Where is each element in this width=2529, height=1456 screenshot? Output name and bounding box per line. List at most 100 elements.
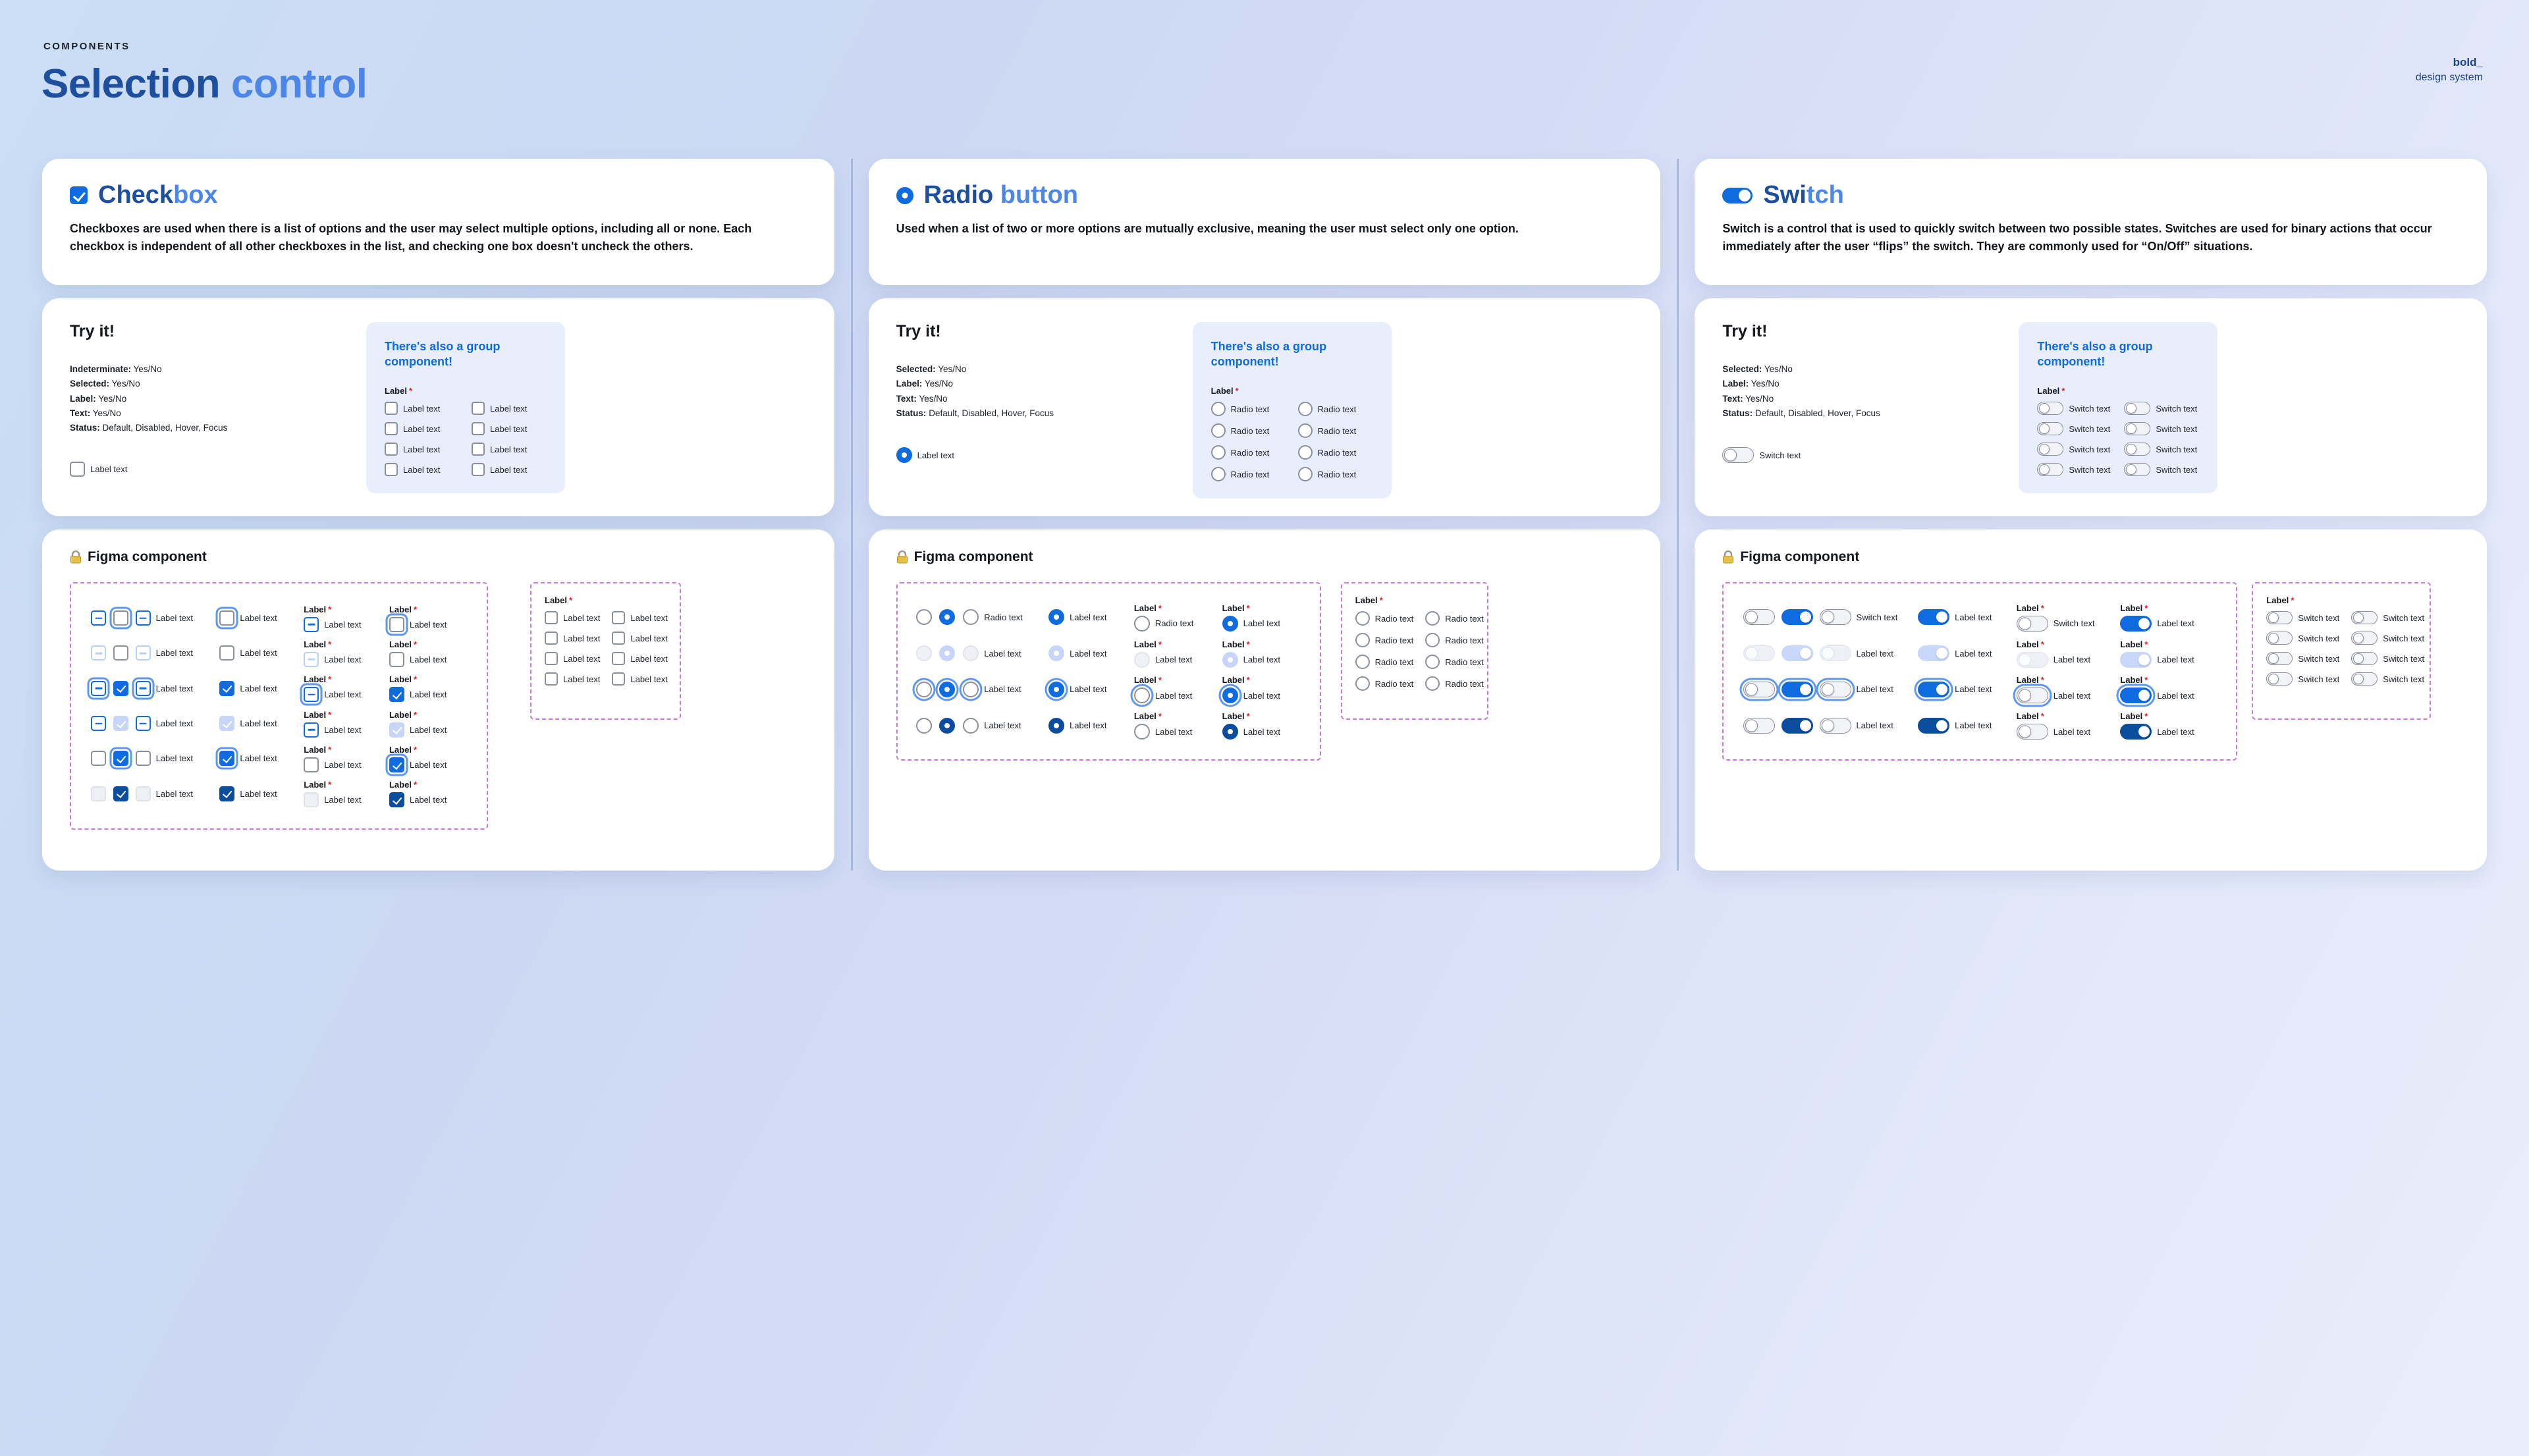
- checkbox-unchecked-focus[interactable]: [389, 616, 404, 632]
- radio-unchecked[interactable]: [963, 609, 979, 626]
- radio-unchecked[interactable]: [1425, 676, 1440, 691]
- checkbox-unchecked[interactable]: [91, 751, 106, 767]
- switch-off[interactable]: [2266, 632, 2293, 645]
- radio-unchecked[interactable]: [915, 717, 932, 734]
- switch-off[interactable]: [2124, 402, 2151, 415]
- radio-unchecked[interactable]: [1297, 423, 1313, 438]
- radio-unchecked[interactable]: [1133, 724, 1150, 740]
- checkbox-unchecked-disabled[interactable]: [91, 786, 106, 801]
- radio-checked[interactable]: [939, 609, 956, 626]
- radio-unchecked[interactable]: [1425, 655, 1440, 669]
- checkbox-unchecked[interactable]: [612, 652, 626, 665]
- switch-on[interactable]: [1918, 609, 1950, 626]
- checkbox-unchecked[interactable]: [545, 652, 558, 665]
- checkbox-indeterminate-focus[interactable]: [304, 687, 319, 703]
- switch-off[interactable]: [2037, 463, 2064, 476]
- radio-unchecked[interactable]: [1355, 611, 1370, 626]
- radio-unchecked-disabled[interactable]: [1133, 651, 1150, 668]
- checkbox-unchecked[interactable]: [219, 645, 235, 661]
- checkbox-indeterminate[interactable]: [304, 616, 319, 632]
- switch-off[interactable]: [2124, 463, 2151, 476]
- switch-on-dark[interactable]: [1918, 717, 1950, 734]
- switch-off-focus[interactable]: [2016, 688, 2048, 704]
- switch-off[interactable]: [2124, 422, 2151, 435]
- switch-off[interactable]: [2016, 615, 2048, 632]
- radio-unchecked-focus[interactable]: [963, 681, 979, 697]
- checkbox-indeterminate-focus[interactable]: [135, 680, 151, 696]
- checkbox-checked-disabled[interactable]: [389, 722, 404, 738]
- radio-unchecked[interactable]: [1425, 633, 1440, 647]
- switch-off[interactable]: [2037, 443, 2064, 456]
- radio-unchecked[interactable]: [1297, 467, 1313, 481]
- switch-off[interactable]: [2037, 422, 2064, 435]
- checkbox-unchecked[interactable]: [70, 462, 85, 477]
- switch-on-disabled[interactable]: [1781, 645, 1813, 662]
- radio-checked-dark[interactable]: [939, 717, 956, 734]
- switch-off[interactable]: [2351, 632, 2378, 645]
- checkbox-indeterminate-disabled[interactable]: [135, 645, 151, 661]
- checkbox-unchecked[interactable]: [385, 443, 398, 456]
- radio-checked-focus[interactable]: [1048, 681, 1065, 697]
- checkbox-unchecked[interactable]: [385, 402, 398, 415]
- checkbox-checked[interactable]: [389, 687, 404, 703]
- radio-unchecked[interactable]: [1297, 402, 1313, 416]
- radio-checked[interactable]: [1222, 615, 1238, 632]
- switch-off[interactable]: [1743, 717, 1776, 734]
- switch-off[interactable]: [1722, 447, 1754, 464]
- radio-unchecked[interactable]: [1133, 615, 1150, 632]
- radio-checked[interactable]: [896, 447, 912, 464]
- switch-off[interactable]: [2016, 724, 2048, 740]
- switch-off-disabled[interactable]: [1819, 645, 1851, 662]
- checkbox-indeterminate-focus[interactable]: [91, 680, 106, 696]
- switch-off[interactable]: [2124, 443, 2151, 456]
- radio-unchecked-disabled[interactable]: [915, 645, 932, 662]
- radio-unchecked[interactable]: [1210, 423, 1226, 438]
- switch-on-focus[interactable]: [1781, 681, 1813, 697]
- checkbox-unchecked[interactable]: [545, 611, 558, 624]
- radio-unchecked[interactable]: [1210, 402, 1226, 416]
- switch-on-focus[interactable]: [1918, 681, 1950, 697]
- checkbox-unchecked[interactable]: [385, 463, 398, 476]
- switch-on-disabled[interactable]: [1918, 645, 1950, 662]
- checkbox-unchecked[interactable]: [612, 611, 626, 624]
- checkbox-unchecked[interactable]: [304, 757, 319, 772]
- checkbox-unchecked-disabled[interactable]: [304, 792, 319, 808]
- checkbox-unchecked[interactable]: [472, 402, 485, 415]
- radio-checked[interactable]: [1048, 609, 1065, 626]
- switch-on[interactable]: [1781, 609, 1813, 626]
- checkbox-checked-dark[interactable]: [389, 792, 404, 808]
- checkbox-indeterminate[interactable]: [91, 716, 106, 732]
- checkbox-checked-disabled[interactable]: [113, 716, 128, 732]
- switch-off[interactable]: [1819, 609, 1851, 626]
- radio-checked-focus[interactable]: [939, 681, 956, 697]
- checkbox-unchecked[interactable]: [113, 645, 128, 661]
- radio-checked-dark[interactable]: [1048, 717, 1065, 734]
- switch-on-focus[interactable]: [2120, 688, 2152, 704]
- checkbox-unchecked[interactable]: [385, 422, 398, 435]
- radio-checked-disabled[interactable]: [939, 645, 956, 662]
- radio-unchecked[interactable]: [1210, 467, 1226, 481]
- switch-off[interactable]: [2266, 672, 2293, 686]
- switch-off[interactable]: [1743, 609, 1776, 626]
- checkbox-indeterminate[interactable]: [304, 722, 319, 738]
- checkbox-checked-dark[interactable]: [219, 786, 235, 801]
- checkbox-checked[interactable]: [219, 680, 235, 696]
- switch-off-focus[interactable]: [1819, 681, 1851, 697]
- radio-checked-disabled[interactable]: [1222, 651, 1238, 668]
- checkbox-unchecked[interactable]: [472, 443, 485, 456]
- switch-off[interactable]: [2351, 611, 2378, 624]
- checkbox-indeterminate[interactable]: [91, 610, 106, 626]
- radio-unchecked[interactable]: [1355, 676, 1370, 691]
- radio-checked-disabled[interactable]: [1048, 645, 1065, 662]
- radio-unchecked[interactable]: [915, 609, 932, 626]
- switch-off[interactable]: [2037, 402, 2064, 415]
- checkbox-unchecked-disabled[interactable]: [135, 786, 151, 801]
- switch-on[interactable]: [2120, 615, 2152, 632]
- checkbox-unchecked[interactable]: [612, 672, 626, 686]
- checkbox-unchecked-focus[interactable]: [113, 610, 128, 626]
- switch-off-focus[interactable]: [1743, 681, 1776, 697]
- checkbox-unchecked[interactable]: [135, 751, 151, 767]
- checkbox-unchecked-focus[interactable]: [219, 610, 235, 626]
- switch-off[interactable]: [2351, 672, 2378, 686]
- radio-unchecked[interactable]: [1355, 655, 1370, 669]
